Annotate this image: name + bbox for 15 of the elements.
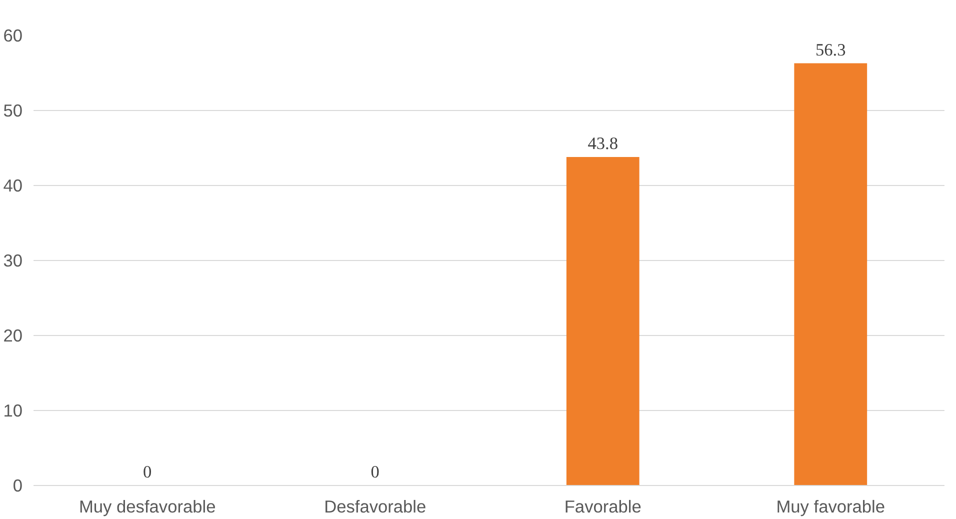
y-tick-label: 10 (3, 400, 23, 420)
y-tick-label: 60 (3, 26, 23, 46)
x-tick-label: Favorable (564, 496, 642, 516)
data-label: 0 (143, 462, 152, 482)
x-tick-label: Desfavorable (324, 496, 426, 516)
y-tick-label: 30 (3, 250, 23, 270)
data-label: 0 (370, 462, 380, 482)
x-tick-label: Muy favorable (776, 496, 886, 516)
data-label: 43.8 (588, 134, 618, 153)
y-tick-label: 20 (3, 326, 23, 346)
data-label: 56.3 (815, 40, 846, 60)
y-tick-label: 40 (3, 176, 23, 196)
y-tick-label: 0 (12, 476, 23, 496)
y-tick-label: 50 (3, 100, 23, 120)
x-tick-label: Muy desfavorable (78, 496, 216, 516)
